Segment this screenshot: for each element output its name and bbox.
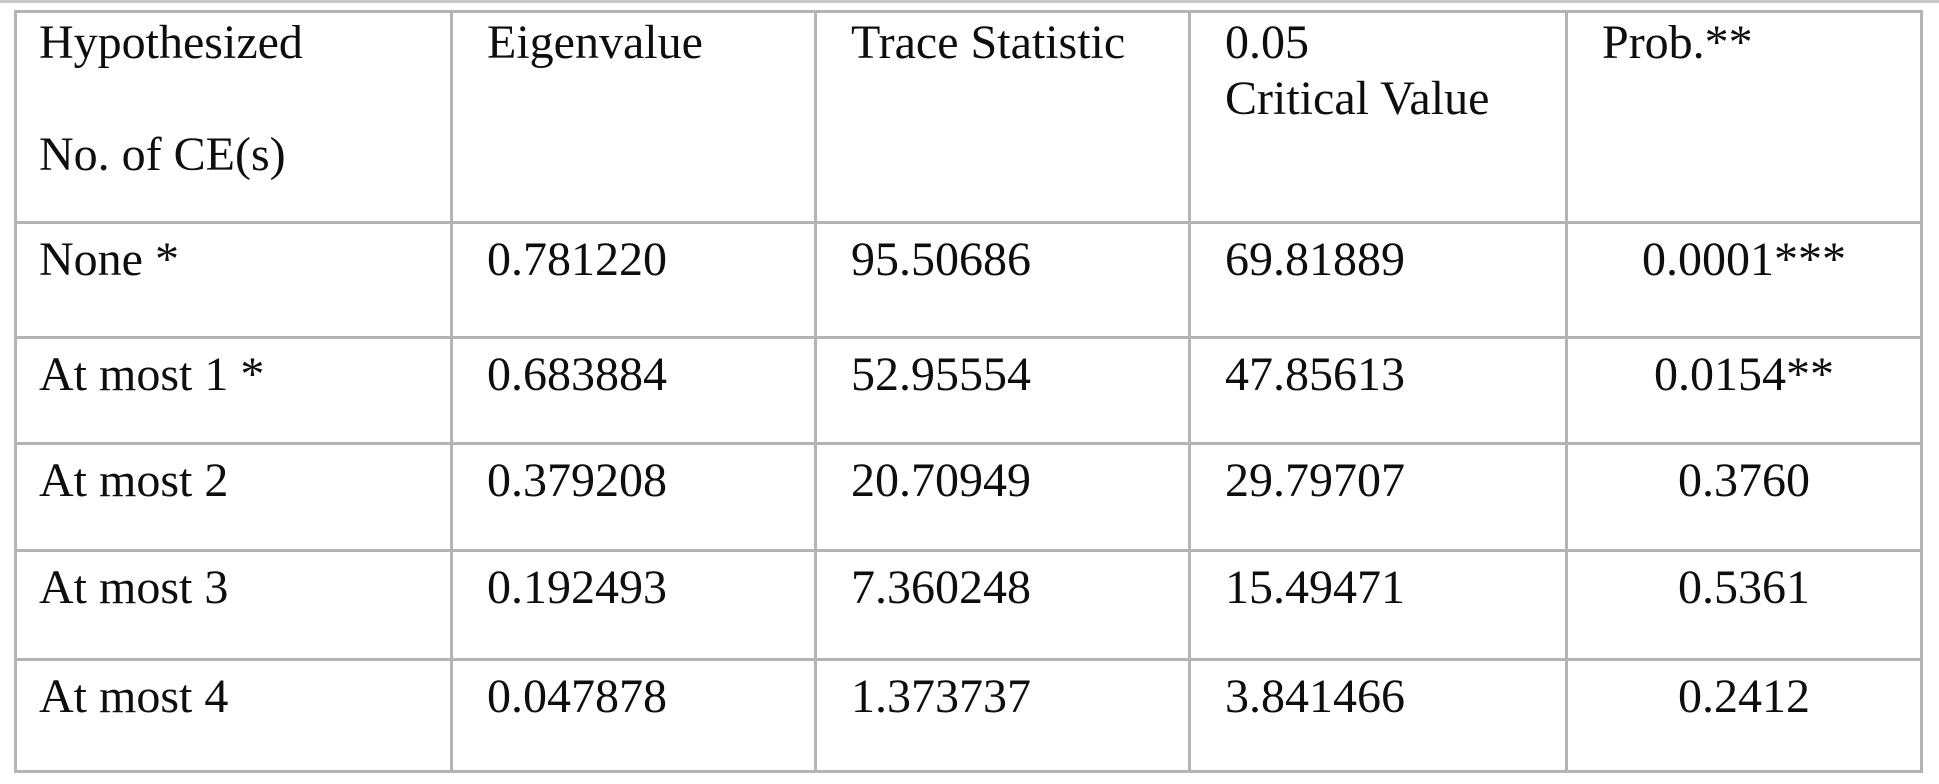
cell-trace-statistic: 95.50686 [814,221,1191,339]
cell-trace-statistic: 1.373737 [814,658,1191,773]
table-row-none: None * 0.781220 95.50686 69.81889 0.0001… [14,221,1923,339]
header-prob: Prob.** [1565,10,1923,224]
cell-prob: 0.0154** [1565,336,1923,445]
table-body: None * 0.781220 95.50686 69.81889 0.0001… [14,221,1923,773]
header-trace-statistic: Trace Statistic [814,10,1191,224]
cell-eigenvalue: 0.192493 [450,549,817,661]
header-eigenvalue: Eigenvalue [450,10,817,224]
table-row-at-most-1: At most 1 * 0.683884 52.95554 47.85613 0… [14,336,1923,445]
header-row: Hypothesized No. of CE(s) Eigenvalue Tra… [14,10,1923,224]
cointegration-test-table: Hypothesized No. of CE(s) Eigenvalue Tra… [14,10,1923,773]
header-hypothesized-no-of-ces: Hypothesized No. of CE(s) [14,10,453,224]
cell-trace-statistic: 20.70949 [814,442,1191,552]
cell-hypothesis: None * [14,221,453,339]
cell-prob: 0.3760 [1565,442,1923,552]
top-partial-gridline [0,0,1939,3]
cell-eigenvalue: 0.379208 [450,442,817,552]
cell-eigenvalue: 0.683884 [450,336,817,445]
cell-eigenvalue: 0.781220 [450,221,817,339]
table-header: Hypothesized No. of CE(s) Eigenvalue Tra… [14,10,1923,224]
cell-prob: 0.2412 [1565,658,1923,773]
header-critical-value: 0.05 Critical Value [1188,10,1568,224]
cell-critical-value: 69.81889 [1188,221,1568,339]
cell-prob: 0.0001*** [1565,221,1923,339]
cell-trace-statistic: 7.360248 [814,549,1191,661]
cell-hypothesis: At most 3 [14,549,453,661]
cell-critical-value: 29.79707 [1188,442,1568,552]
cell-hypothesis: At most 2 [14,442,453,552]
table-row-at-most-2: At most 2 0.379208 20.70949 29.79707 0.3… [14,442,1923,552]
cell-prob: 0.5361 [1565,549,1923,661]
cell-critical-value: 15.49471 [1188,549,1568,661]
cell-hypothesis: At most 1 * [14,336,453,445]
table-row-at-most-4: At most 4 0.047878 1.373737 3.841466 0.2… [14,658,1923,773]
cell-critical-value: 47.85613 [1188,336,1568,445]
cell-eigenvalue: 0.047878 [450,658,817,773]
cell-hypothesis: At most 4 [14,658,453,773]
cell-critical-value: 3.841466 [1188,658,1568,773]
table-row-at-most-3: At most 3 0.192493 7.360248 15.49471 0.5… [14,549,1923,661]
cell-trace-statistic: 52.95554 [814,336,1191,445]
